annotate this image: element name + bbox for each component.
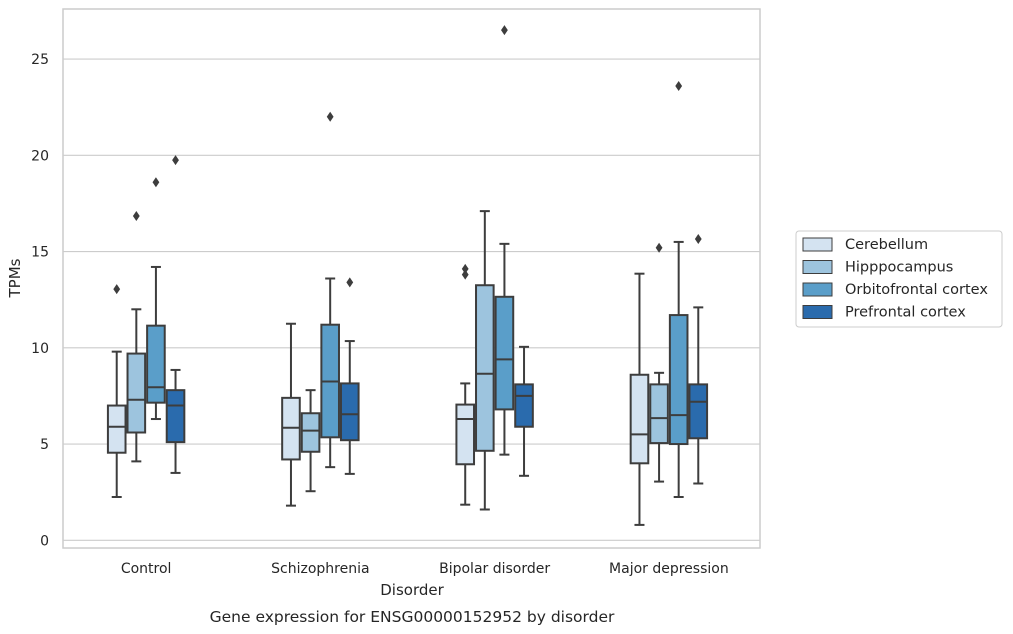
box-cerebellum: [106, 284, 127, 498]
x-tick-label: Schizophrenia: [271, 561, 369, 577]
box-cerebellum: [455, 263, 476, 506]
outlier-point: [461, 269, 469, 280]
box-hipppocampus: [475, 210, 495, 511]
gridlines: [63, 58, 760, 541]
box-prefrontal-cortex: [514, 345, 534, 477]
x-tick-label: Bipolar disorder: [439, 561, 550, 577]
y-tick-label: 0: [40, 533, 49, 549]
box-prefrontal-cortex: [688, 234, 709, 485]
outlier-point: [655, 242, 663, 253]
box-iqr: [668, 314, 689, 446]
legend-frame: [795, 230, 1003, 328]
box-orbitofrontal-cortex: [668, 81, 689, 498]
outlier-point: [113, 284, 121, 295]
legend-swatch: [802, 237, 833, 252]
x-tick-label: Control: [121, 561, 172, 577]
box-cerebellum: [281, 322, 301, 507]
box-iqr: [649, 383, 669, 445]
box-iqr: [106, 404, 127, 454]
legend: Cerebellum Hipppocampus Orbitofrontal cort…: [795, 230, 1003, 328]
y-axis-label: TPMs: [6, 258, 24, 298]
plot-frame: [62, 8, 761, 549]
x-axis-label: Disorder: [380, 581, 444, 599]
y-tick-label: 15: [31, 245, 49, 261]
outlier-point: [132, 210, 140, 221]
outlier-point: [675, 81, 683, 91]
outlier-point: [326, 111, 334, 122]
outlier-point: [172, 155, 179, 166]
box-iqr: [165, 389, 186, 444]
legend-swatch: [802, 282, 833, 297]
box-iqr: [455, 403, 476, 466]
outlier-point: [694, 234, 702, 245]
outlier-point: [152, 177, 160, 188]
box-iqr: [300, 412, 321, 453]
box-hipppocampus: [126, 210, 147, 463]
box-iqr: [126, 352, 147, 434]
y-tick-label: 10: [31, 341, 49, 357]
legend-label: Prefrontal cortex: [845, 305, 966, 321]
legend-label: Hipppocampus: [845, 260, 953, 276]
box-hipppocampus: [300, 389, 321, 493]
box-iqr: [339, 382, 360, 442]
y-tick-label: 20: [31, 148, 49, 164]
x-tick-label: Major depression: [609, 561, 729, 577]
legend-swatch: [802, 305, 833, 319]
y-tick-label: 5: [40, 437, 49, 453]
legend-label: Orbitofrontal cortex: [845, 282, 988, 298]
box-prefrontal-cortex: [165, 155, 186, 474]
outlier-point: [501, 25, 508, 36]
outlier-point: [461, 263, 469, 274]
box-orbitofrontal-cortex: [146, 177, 166, 421]
x-tick-labels: Control Schizophrenia Bipolar disorder Majo…: [121, 561, 729, 577]
box-iqr: [514, 383, 534, 428]
box-cerebellum: [629, 272, 650, 526]
legend-label: Cerebellum: [845, 237, 928, 253]
legend-swatch: [802, 260, 833, 274]
y-tick-label: 25: [31, 52, 49, 68]
box-orbitofrontal-cortex: [320, 111, 340, 469]
box-iqr: [629, 373, 650, 465]
box-hipppocampus: [649, 242, 669, 483]
box-iqr: [688, 383, 709, 440]
box-orbitofrontal-cortex: [494, 25, 515, 456]
outlier-point: [346, 277, 354, 288]
box-iqr: [146, 324, 166, 404]
chart-caption: Gene expression for ENSG00000152952 by d…: [210, 608, 615, 626]
y-tick-labels: 0 5 10 15 20 25: [31, 52, 49, 549]
box-iqr: [494, 295, 515, 411]
box-prefrontal-cortex: [339, 277, 360, 475]
boxes: [106, 25, 709, 526]
box-iqr: [475, 284, 495, 452]
